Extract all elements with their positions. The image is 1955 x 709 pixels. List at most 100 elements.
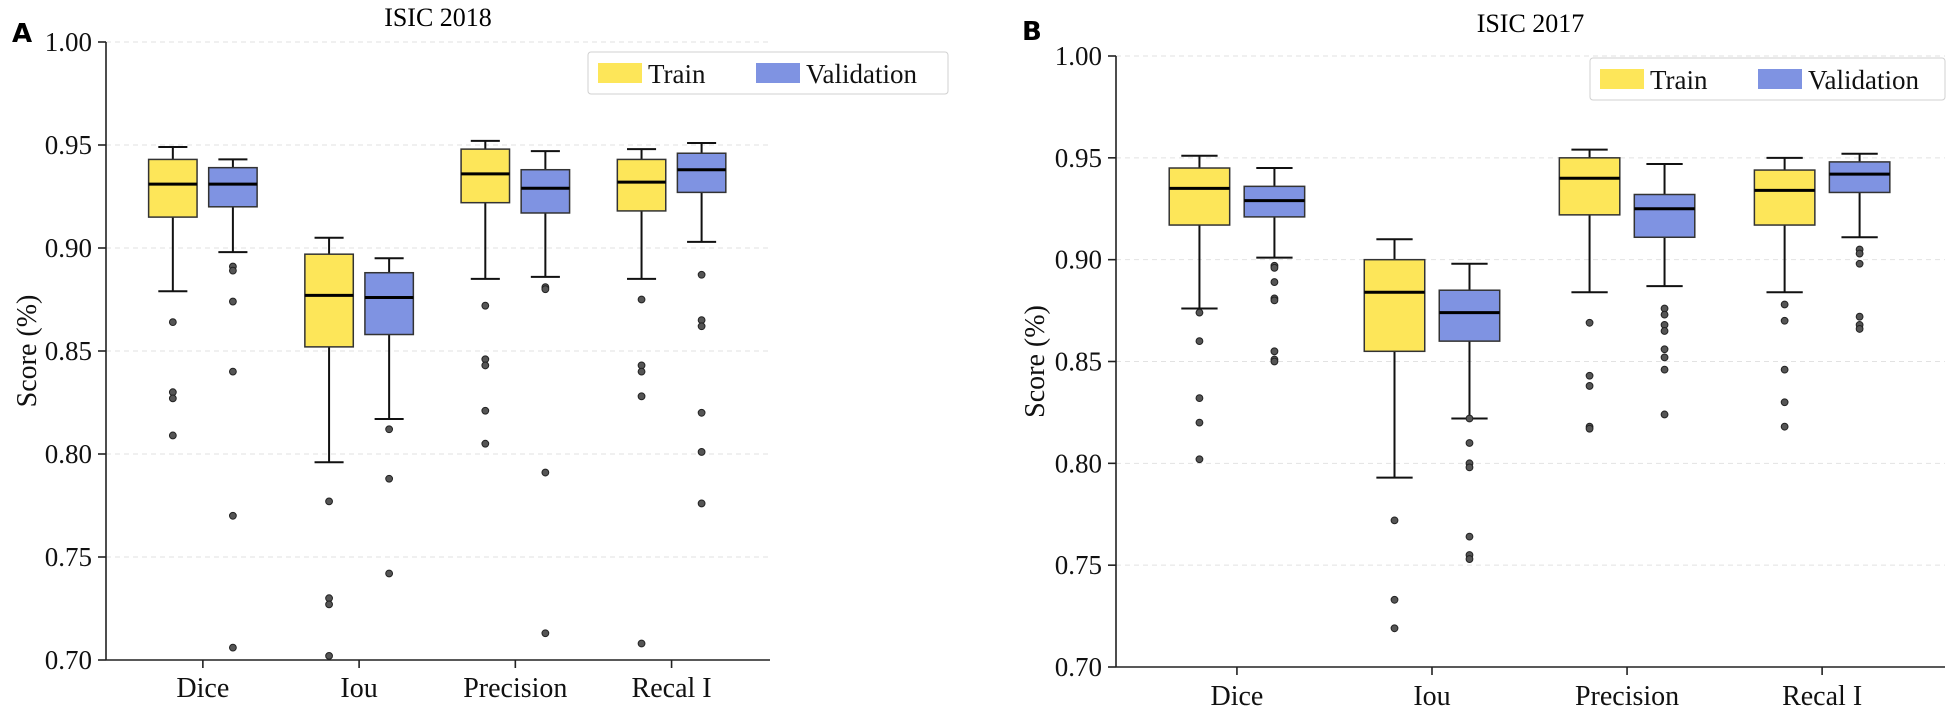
- y-tick-label: 0.90: [45, 233, 92, 263]
- iqr-box: [304, 253, 355, 348]
- outlier-point: [228, 643, 237, 652]
- iqr-box: [616, 158, 667, 212]
- outlier-point: [697, 322, 706, 331]
- outlier-point: [1390, 624, 1399, 633]
- outlier-point: [637, 639, 646, 648]
- box-validation: [364, 257, 415, 578]
- y-axis-label: Score (%): [12, 295, 43, 408]
- outlier-point: [228, 367, 237, 376]
- y-tick-label: 0.95: [1055, 143, 1102, 173]
- legend-swatch-validation: [756, 63, 800, 83]
- y-tick-label: 0.80: [45, 439, 92, 469]
- box-validation: [1633, 162, 1696, 419]
- outlier-point: [481, 301, 490, 310]
- iqr-box: [1438, 289, 1501, 342]
- outlier-point: [1660, 353, 1669, 362]
- legend-label: Validation: [1808, 65, 1919, 95]
- outlier-point: [168, 394, 177, 403]
- panel-letter: A: [12, 19, 32, 49]
- y-tick-label: 0.70: [1055, 652, 1102, 682]
- outlier-point: [541, 468, 550, 477]
- x-category-label: Recal I: [1782, 681, 1862, 709]
- y-tick-label: 0.75: [1055, 550, 1102, 580]
- outlier-point: [228, 297, 237, 306]
- iqr-box: [207, 166, 258, 208]
- iqr-box: [1168, 167, 1231, 226]
- outlier-point: [1780, 300, 1789, 309]
- outlier-point: [1195, 337, 1204, 346]
- legend-label: Validation: [806, 59, 917, 89]
- outlier-point: [697, 408, 706, 417]
- outlier-point: [1270, 296, 1279, 305]
- outlier-point: [325, 497, 333, 506]
- box-validation: [1828, 152, 1891, 333]
- outlier-point: [1465, 463, 1474, 472]
- outlier-point: [1270, 357, 1279, 366]
- box-train: [147, 146, 198, 440]
- outlier-point: [1855, 249, 1864, 258]
- outlier-point: [1660, 310, 1669, 319]
- legend-label: Train: [648, 59, 706, 89]
- outlier-point: [1855, 325, 1864, 333]
- y-tick-label: 1.00: [1055, 41, 1102, 71]
- box-train: [304, 236, 355, 660]
- outlier-point: [1660, 410, 1669, 419]
- outlier-point: [1660, 365, 1669, 374]
- box-train: [616, 148, 667, 648]
- iqr-box: [1753, 169, 1816, 226]
- legend: Train Validation: [1589, 57, 1946, 101]
- y-tick-label: 1.00: [45, 27, 92, 57]
- outlier-point: [1195, 308, 1204, 317]
- box-train: [1558, 148, 1621, 433]
- outlier-point: [1270, 278, 1279, 286]
- outlier-point: [168, 431, 177, 440]
- box-train: [460, 139, 511, 448]
- chart-title: ISIC 2017: [1477, 9, 1585, 38]
- outlier-point: [1780, 365, 1789, 374]
- legend-swatch-train: [1600, 69, 1644, 89]
- iqr-box: [460, 148, 511, 204]
- outlier-point: [1390, 516, 1399, 525]
- outlier-point: [541, 285, 550, 294]
- outlier-point: [1855, 259, 1864, 268]
- iqr-box: [1558, 157, 1621, 216]
- outlier-point: [325, 651, 333, 660]
- legend-swatch-train: [598, 63, 642, 83]
- x-category-label: Dice: [176, 673, 229, 704]
- legend: Train Validation: [587, 51, 949, 95]
- panel-letter: B: [1022, 17, 1042, 47]
- box-train: [1363, 238, 1426, 633]
- outlier-point: [385, 569, 394, 578]
- outlier-point: [1465, 439, 1474, 447]
- outlier-point: [228, 511, 237, 520]
- y-tick-label: 0.70: [45, 645, 92, 675]
- outlier-point: [1660, 345, 1669, 354]
- chart-title: ISIC 2018: [384, 3, 492, 32]
- outlier-point: [1195, 455, 1204, 464]
- y-axis-label: Score (%): [1020, 305, 1051, 418]
- x-category-label: Iou: [340, 673, 377, 704]
- outlier-point: [697, 499, 706, 508]
- outlier-point: [1195, 418, 1204, 427]
- outlier-point: [1465, 532, 1474, 541]
- y-tick-label: 0.95: [45, 130, 92, 160]
- outlier-point: [1585, 371, 1594, 380]
- y-tick-label: 0.85: [1055, 347, 1102, 377]
- box-validation: [1438, 262, 1501, 563]
- box-validation: [1243, 167, 1306, 366]
- iqr-box: [1363, 258, 1426, 353]
- box-validation: [207, 158, 258, 652]
- outlier-point: [1585, 382, 1594, 390]
- outlier-point: [168, 318, 177, 327]
- y-tick-label: 0.85: [45, 336, 92, 366]
- outlier-point: [481, 406, 490, 415]
- outlier-point: [697, 448, 706, 456]
- x-category-label: Precision: [1575, 681, 1679, 709]
- outlier-point: [1585, 318, 1594, 327]
- outlier-point: [385, 425, 394, 434]
- outlier-point: [1270, 347, 1279, 356]
- outlier-point: [1195, 394, 1204, 403]
- outlier-point: [1660, 327, 1669, 335]
- iqr-box: [676, 152, 727, 194]
